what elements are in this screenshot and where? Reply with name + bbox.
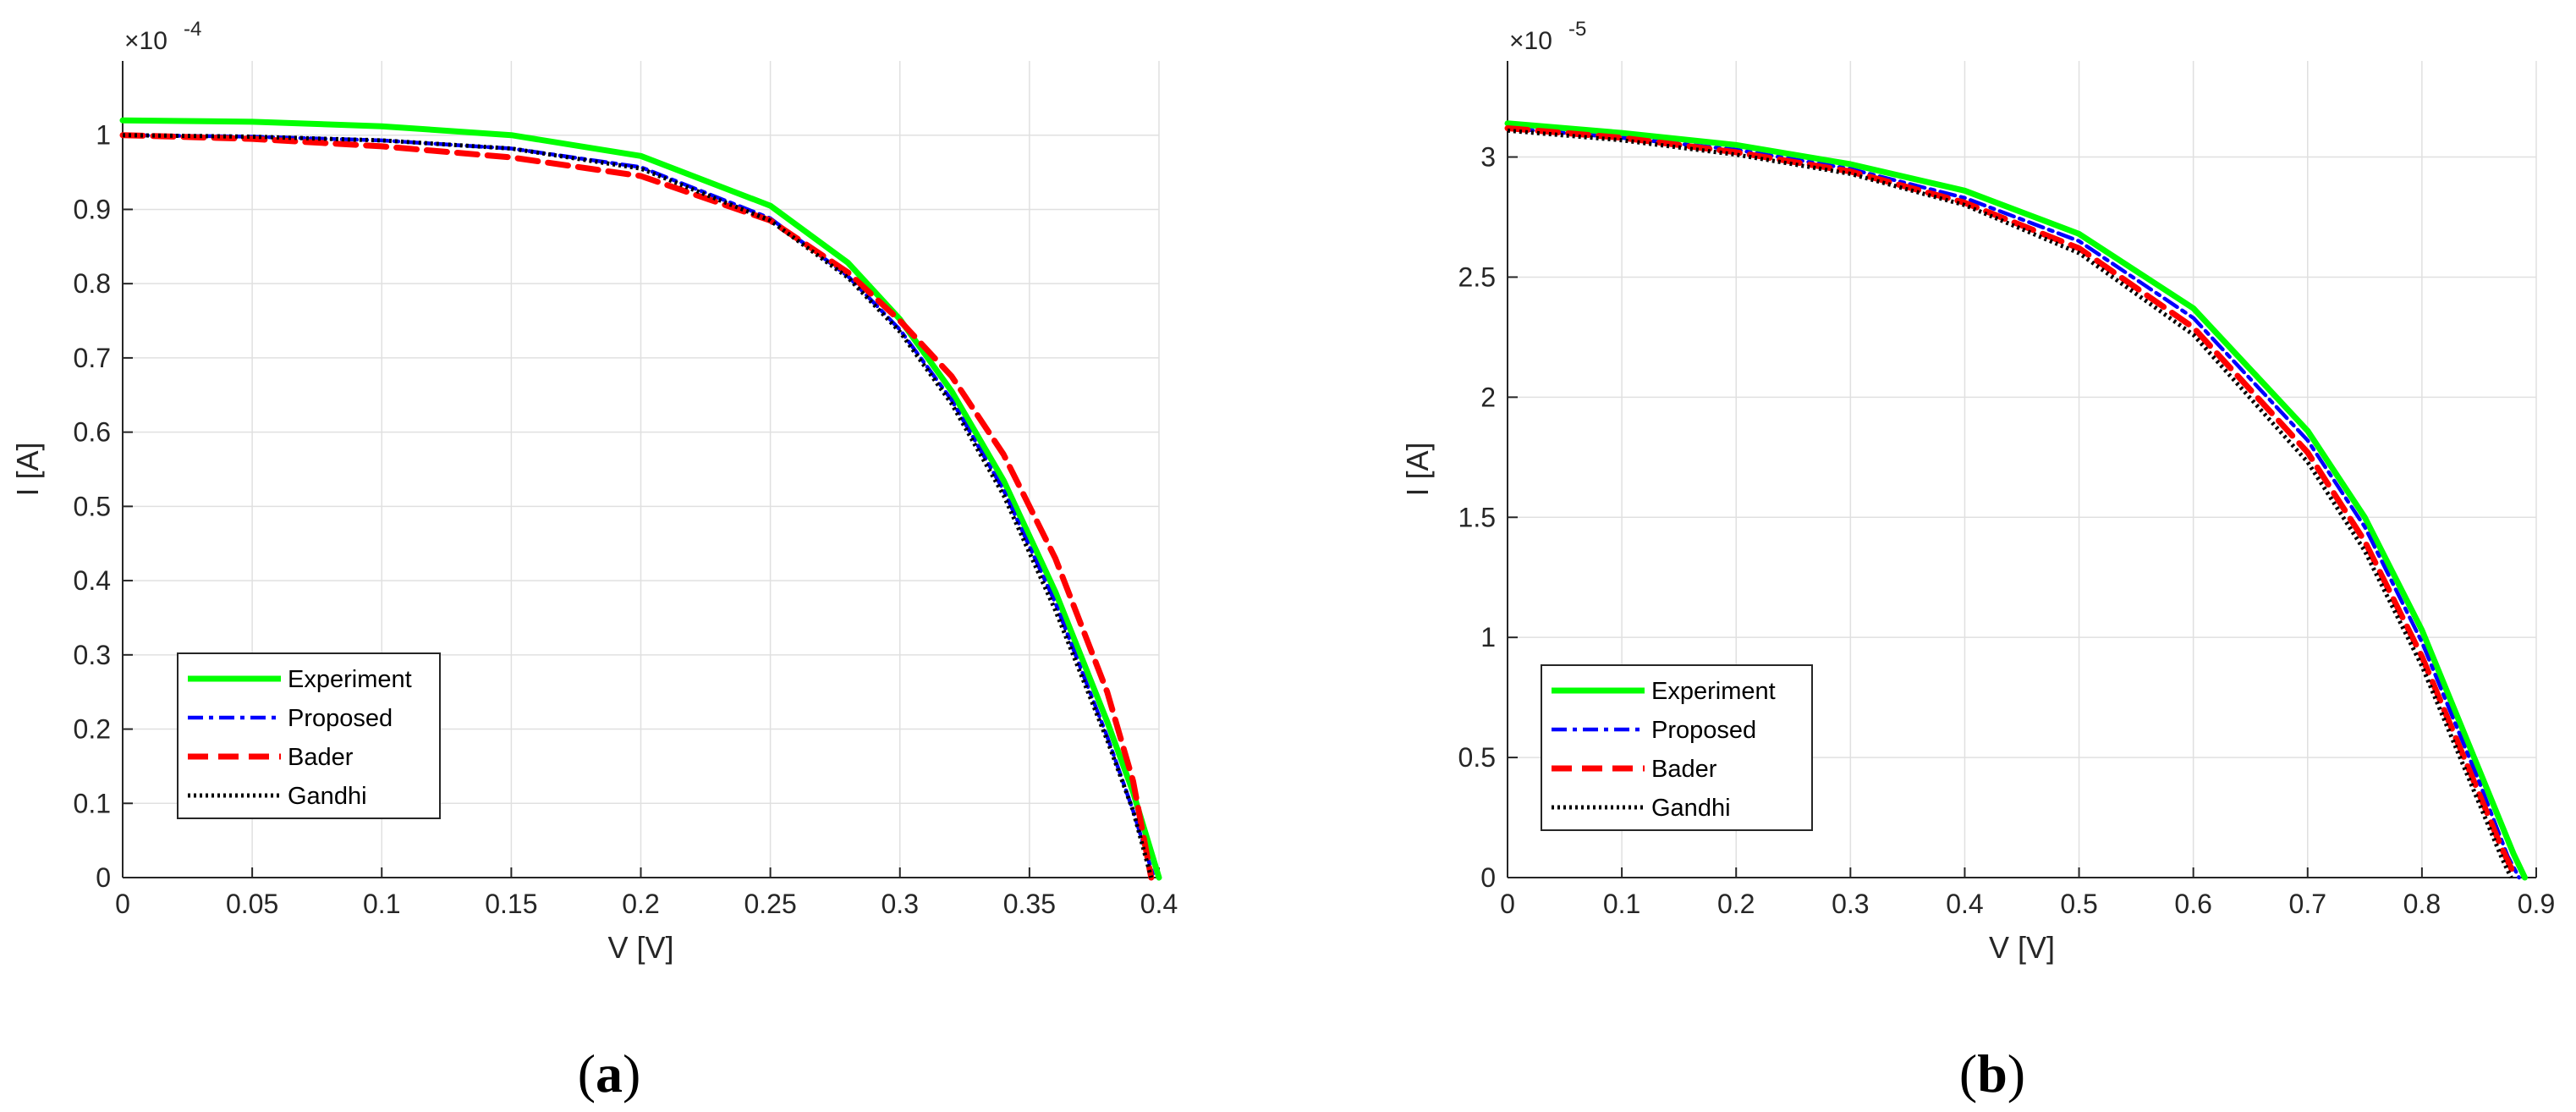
x-tick-label: 0.8 [2403, 889, 2441, 919]
y-tick-label: 0.4 [74, 565, 111, 596]
legend-label-proposed: Proposed [288, 705, 393, 732]
y-exponent-base: ×10 [1509, 27, 1552, 55]
x-tick-label: 0.25 [744, 889, 796, 919]
series-line-gandhi [1507, 128, 2513, 879]
series-lines [119, 117, 1162, 881]
x-tick-label: 0.1 [1603, 889, 1640, 919]
legend: Experiment Proposed Bader Gandhi [177, 652, 441, 819]
legend-label-bader: Bader [288, 744, 354, 771]
legend-label-experiment: Experiment [1651, 678, 1776, 705]
y-tick-label: 0 [96, 862, 111, 893]
x-tick-label: 0.3 [1832, 889, 1869, 919]
x-tick-label: 0.2 [622, 889, 659, 919]
x-axis-label: V [V] [607, 930, 673, 965]
x-tick-label: 0.3 [882, 889, 919, 919]
y-axis-label: I [A] [10, 442, 45, 496]
y-tick-label: 0.8 [74, 268, 111, 299]
series-line-gandhi [122, 133, 1154, 878]
y-tick-label: 0.7 [74, 343, 111, 373]
y-exponent: ×10 -4 [124, 18, 201, 55]
legend: Experiment Proposed Bader Gandhi [1541, 664, 1813, 831]
y-tick-label: 1 [96, 120, 111, 151]
series-lines [1504, 120, 2528, 881]
y-tick-label: 1.5 [1458, 502, 1496, 532]
panel-label: (b) [1959, 1043, 2025, 1104]
y-tick-label: 3 [1480, 142, 1496, 173]
panel-label: (a) [578, 1043, 641, 1104]
x-tick-label: 0.4 [1946, 889, 1983, 919]
y-tick-label: 0.5 [74, 491, 111, 521]
panel-b: 0 0.1 0.2 0.3 0.4 0.5 0.6 0.7 0.8 0.9 0 0.5 1 1.5 2 2.5… [1400, 18, 2555, 1104]
y-exponent-power: -5 [1568, 18, 1586, 41]
x-tick-label: 0.6 [2174, 889, 2211, 919]
y-exponent: ×10 -5 [1509, 18, 1586, 55]
y-tick-label: 0.5 [1458, 742, 1496, 773]
series-line-bader [119, 132, 1155, 881]
x-axis-label: V [V] [1989, 930, 2055, 965]
legend-label-proposed: Proposed [1651, 717, 1756, 744]
x-tick-label: 0 [1500, 889, 1515, 919]
panel-label-letter: a [596, 1043, 623, 1104]
y-tick-label: 0.6 [74, 417, 111, 448]
y-tick-label: 1 [1480, 622, 1496, 652]
legend-label-gandhi: Gandhi [288, 783, 367, 810]
y-exponent-base: ×10 [124, 27, 168, 55]
x-tick-label: 0.35 [1003, 889, 1056, 919]
x-tick-label: 0.5 [2060, 889, 2097, 919]
y-tick-label: 0.1 [74, 788, 111, 818]
y-tick-label: 0.2 [74, 714, 111, 745]
legend-label-experiment: Experiment [288, 666, 412, 693]
y-tick-label: 0 [1480, 862, 1496, 893]
series-line-experiment [119, 117, 1162, 881]
y-tick-label: 2 [1480, 382, 1496, 412]
x-tick-label: 0 [115, 889, 130, 919]
legend-label-gandhi: Gandhi [1651, 795, 1731, 822]
x-tick-label: 0.9 [2518, 889, 2555, 919]
x-tick-label: 0.4 [1140, 889, 1178, 919]
series-line-experiment [1504, 120, 2528, 881]
y-axis-label: I [A] [1400, 442, 1435, 496]
panel-a: 0 0.05 0.1 0.15 0.2 0.25 0.3 0.35 0.4 0 0.1 0.2 0.3 0… [10, 18, 1178, 1104]
x-tick-label: 0.2 [1717, 889, 1755, 919]
legend-label-bader: Bader [1651, 756, 1717, 783]
y-exponent-power: -4 [184, 18, 201, 41]
y-tick-label: 2.5 [1458, 261, 1496, 292]
series-line-bader [1504, 125, 2519, 881]
y-tick-label: 0.3 [74, 640, 111, 670]
x-tick-label: 0.05 [226, 889, 278, 919]
x-tick-label: 0.7 [2289, 889, 2326, 919]
panel-label-letter: b [1977, 1043, 2008, 1104]
x-tick-label: 0.1 [363, 889, 400, 919]
x-tick-label: 0.15 [485, 889, 537, 919]
y-tick-label: 0.9 [74, 194, 111, 224]
